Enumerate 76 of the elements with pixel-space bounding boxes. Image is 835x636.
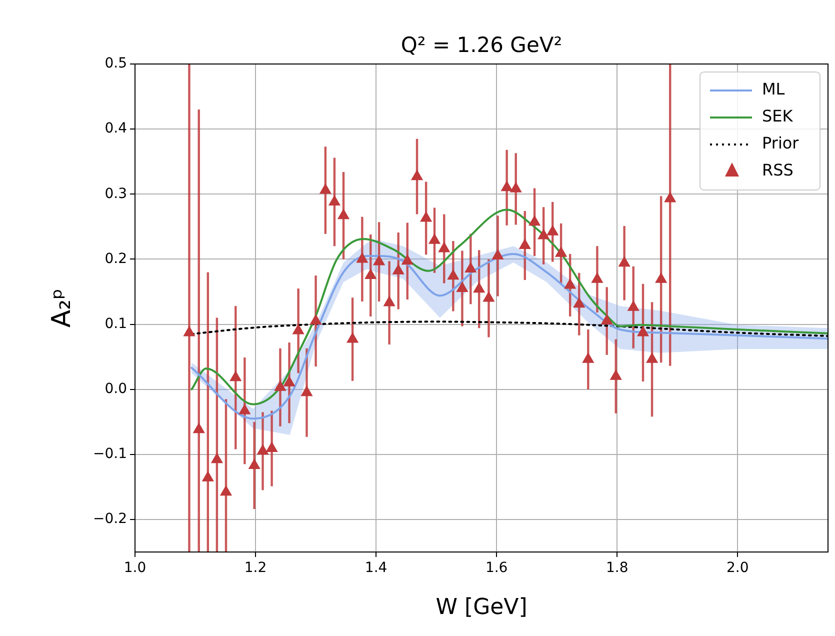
point	[555, 246, 567, 257]
legend-label: Prior	[762, 134, 800, 153]
point	[420, 212, 432, 222]
x-tick-label: 2.0	[726, 560, 749, 576]
legend-label: SEK	[762, 106, 794, 126]
point	[220, 486, 232, 496]
point	[384, 296, 395, 306]
legend-label: RSS	[762, 160, 794, 180]
legend-label: ML	[762, 80, 785, 99]
point	[284, 376, 295, 386]
point	[447, 270, 459, 280]
point	[573, 298, 585, 308]
point	[655, 272, 667, 283]
y-tick-label: 0.3	[104, 186, 127, 202]
y-axis-title: A₂ᵖ	[46, 288, 77, 328]
x-tick-label: 1.8	[606, 560, 628, 576]
point	[582, 352, 594, 363]
point	[456, 282, 468, 292]
point	[664, 192, 676, 202]
point	[501, 181, 513, 192]
point	[628, 300, 640, 311]
point	[592, 272, 603, 283]
point	[266, 442, 278, 452]
y-tick-label: 0.5	[104, 56, 127, 72]
y-tick-label: 0.4	[104, 120, 128, 137]
point	[519, 239, 531, 250]
point	[328, 195, 340, 206]
x-tick-label: 1.0	[124, 560, 146, 576]
point	[610, 370, 622, 380]
y-tick-label: 0.2	[104, 250, 127, 267]
point	[428, 234, 440, 244]
point	[364, 268, 376, 279]
point	[402, 254, 414, 265]
point	[211, 453, 223, 464]
point	[510, 182, 522, 192]
point	[193, 423, 205, 434]
point	[301, 386, 312, 396]
point	[601, 314, 613, 325]
point	[637, 326, 649, 336]
point	[564, 278, 576, 289]
point	[274, 380, 286, 391]
point	[618, 256, 630, 267]
point	[257, 444, 268, 455]
x-axis-title: W [GeV]	[436, 595, 528, 620]
point	[320, 184, 332, 194]
y-tick-label: −0.2	[93, 511, 127, 528]
point	[438, 242, 450, 252]
x-tick-label: 1.6	[485, 560, 508, 576]
point	[492, 249, 504, 260]
point	[248, 458, 260, 469]
y-tick-label: 0.1	[104, 316, 127, 332]
point	[473, 282, 485, 293]
point	[411, 170, 423, 180]
y-tick-label: 0.0	[104, 380, 127, 397]
point	[646, 352, 658, 363]
point	[373, 255, 385, 266]
point	[483, 292, 494, 302]
point	[464, 262, 476, 272]
line-series	[190, 208, 828, 406]
point	[538, 229, 550, 240]
x-tick-label: 1.2	[244, 560, 267, 576]
chart-title: Q² = 1.26 GeV²	[400, 33, 562, 57]
x-tick-label: 1.4	[364, 560, 388, 576]
point	[356, 252, 368, 263]
point	[338, 209, 350, 220]
point	[392, 264, 404, 274]
point	[546, 225, 558, 236]
y-tick-label: −0.1	[93, 446, 127, 462]
point	[230, 371, 242, 382]
point	[310, 314, 322, 325]
point	[184, 326, 195, 336]
point	[292, 324, 304, 334]
point	[528, 216, 540, 226]
point	[346, 332, 358, 343]
point	[202, 471, 214, 482]
point	[238, 404, 250, 414]
